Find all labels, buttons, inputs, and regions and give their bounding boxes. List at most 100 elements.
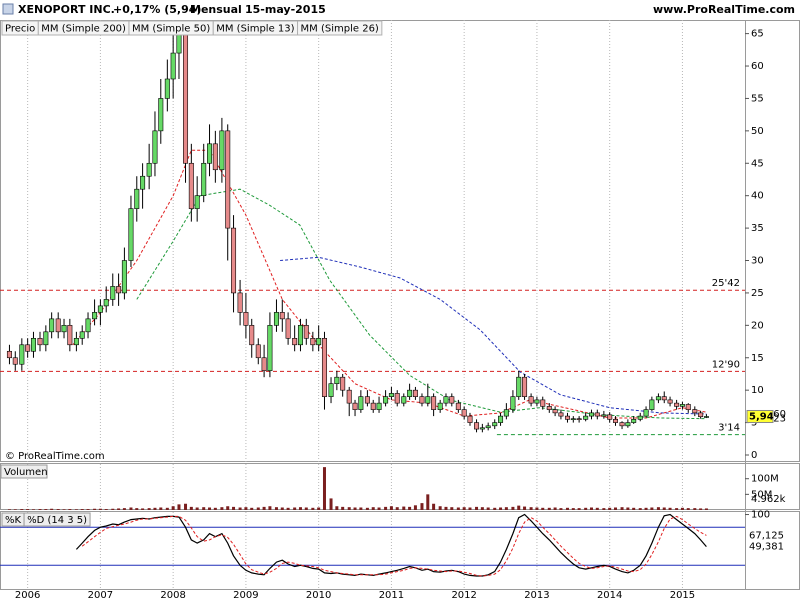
volume-bar <box>408 506 412 510</box>
volume-bar <box>420 503 424 510</box>
candle-body <box>492 422 498 427</box>
candle-body <box>103 299 109 307</box>
candle-body <box>661 396 667 401</box>
volume-bar <box>377 507 381 510</box>
y-tick-label: 45 <box>751 158 764 169</box>
candle-body <box>692 409 698 414</box>
y-tick-label: 30 <box>751 256 764 267</box>
reference-label: 3'14 <box>718 423 740 434</box>
candle-body <box>49 318 55 333</box>
volume-bar <box>475 506 479 510</box>
candle-body <box>146 162 152 177</box>
candle-body <box>412 389 418 397</box>
candle-body <box>116 286 122 294</box>
candle-body <box>570 418 576 420</box>
volume-bar <box>268 506 272 510</box>
candle-body <box>243 312 249 326</box>
date: 15-may-2015 <box>245 3 326 16</box>
candle-body <box>449 396 455 404</box>
y-tick-label: 15 <box>751 353 764 364</box>
y-tick-label: 10 <box>751 385 764 396</box>
change: +0,17% (5,94) <box>113 3 201 16</box>
y-tick-label: 35 <box>751 223 764 234</box>
candle-body <box>310 338 316 346</box>
candle-body <box>12 357 18 365</box>
volume-bar <box>680 507 684 510</box>
candle-body <box>30 338 36 352</box>
volume-bar <box>177 504 181 510</box>
candle-body <box>164 78 170 99</box>
volume-bar <box>195 507 199 510</box>
x-tick-label: 2013 <box>524 590 549 600</box>
volume-bar <box>74 509 78 510</box>
volume-bar <box>347 507 351 510</box>
volume-bar <box>662 507 666 510</box>
volume-bar <box>541 507 545 510</box>
volume-bar <box>208 507 212 510</box>
volume-bar <box>668 507 672 510</box>
candle-body <box>394 393 400 404</box>
volume-bar <box>559 508 563 510</box>
candle-body <box>292 338 298 346</box>
volume-bar <box>693 508 697 510</box>
candle-body <box>649 399 655 410</box>
volume-bar <box>31 509 35 510</box>
candle-body <box>601 414 607 417</box>
candle-body <box>703 416 709 418</box>
volume-bar <box>413 505 417 510</box>
volume-bar <box>280 507 284 510</box>
volume-bar <box>389 506 393 510</box>
volume-bar <box>547 507 551 510</box>
volume-bar <box>98 508 102 510</box>
volume-bar <box>213 507 217 510</box>
volume-bar <box>50 508 54 510</box>
volume-bar <box>535 507 539 510</box>
candle-body <box>655 396 661 401</box>
legend-entry: Precio <box>5 24 35 35</box>
candle-body <box>261 357 267 372</box>
candle-body <box>383 396 389 404</box>
moving-average <box>136 188 707 420</box>
volume-bar <box>571 508 575 510</box>
candle-body <box>328 383 334 397</box>
volume-bar <box>638 508 642 510</box>
volume-bar <box>189 506 193 510</box>
volume-bar <box>395 507 399 510</box>
last-price-label: 5,94 <box>749 411 774 422</box>
x-tick-label: 2009 <box>233 590 258 600</box>
volume-bar <box>462 507 466 510</box>
volume-bar <box>589 507 593 510</box>
candle-body <box>73 338 79 346</box>
candle-body <box>316 338 322 346</box>
candle-body <box>637 415 643 420</box>
candle-body <box>503 409 509 417</box>
volume-bar <box>608 507 612 510</box>
volume-bar <box>86 509 90 510</box>
candle-body <box>540 399 546 407</box>
volume-bar <box>274 507 278 510</box>
volume-bar <box>93 508 97 510</box>
candle-body <box>183 33 189 164</box>
y-tick-label: 25 <box>751 288 764 299</box>
candle-body <box>510 396 516 410</box>
volume-bar <box>511 506 515 510</box>
volume-bar <box>493 507 497 510</box>
candle-body <box>237 292 243 313</box>
candle-body <box>121 260 127 294</box>
candle-body <box>55 318 61 333</box>
candle-body <box>340 376 346 391</box>
copyright: © ProRealTime.com <box>5 451 105 462</box>
volume-bar <box>250 507 254 510</box>
legend-entry: MM (Simple 13) <box>216 24 294 35</box>
candle-body <box>79 331 85 339</box>
volume-bar <box>184 503 188 510</box>
volume-bar <box>256 507 260 510</box>
candle-body <box>528 396 534 404</box>
candle-body <box>376 402 382 410</box>
y-tick-label: 0 <box>751 450 757 461</box>
volume-bar <box>456 507 460 510</box>
candle-body <box>255 344 261 359</box>
candle-body <box>194 195 200 209</box>
candle-body <box>140 175 146 190</box>
